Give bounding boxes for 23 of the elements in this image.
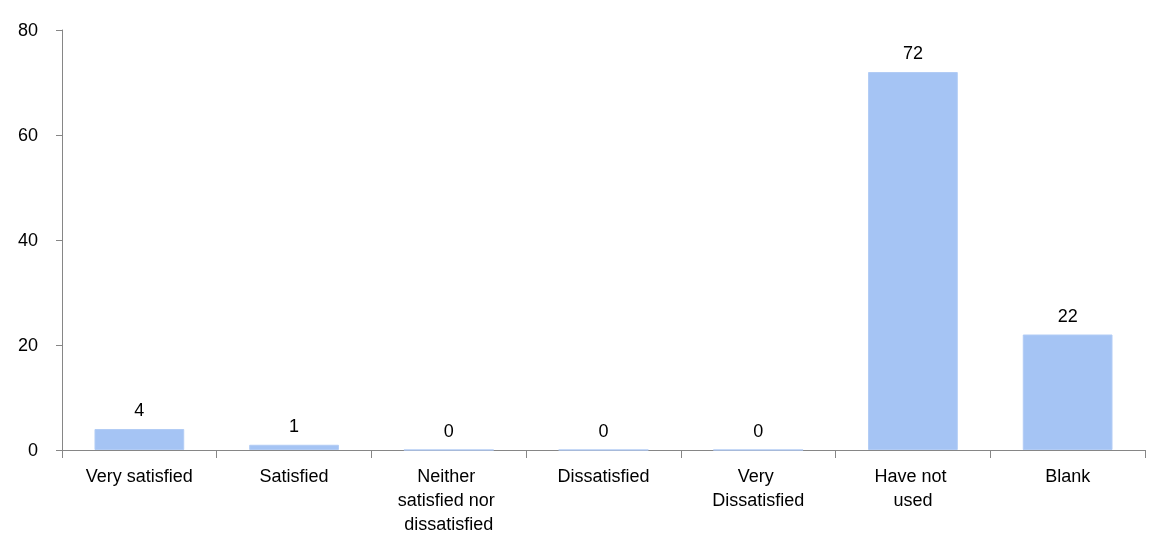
- y-tick-label: 60: [17, 125, 38, 145]
- bar: [94, 429, 185, 450]
- x-tick-label: Very Dissatisfied: [712, 466, 805, 510]
- bar: [249, 444, 339, 450]
- bar: [868, 72, 958, 450]
- data-label: 0: [753, 420, 764, 441]
- x-tick-label: Have not used: [874, 466, 952, 510]
- x-tick-label: Dissatisfied: [557, 466, 650, 486]
- data-label: 0: [598, 420, 609, 441]
- y-tick-label: 40: [17, 230, 38, 250]
- y-tick-label: 20: [17, 335, 38, 355]
- data-label: 1: [289, 415, 300, 436]
- x-tick-label: Very satisfied: [85, 466, 193, 486]
- data-label: 4: [134, 400, 145, 420]
- bar: [1022, 334, 1113, 450]
- y-tick-label: 0: [27, 440, 38, 460]
- x-tick-label: Satisfied: [259, 466, 329, 486]
- data-label: 0: [443, 420, 454, 441]
- x-tick-label: Blank: [1045, 466, 1092, 486]
- data-label: 22: [1057, 305, 1078, 326]
- data-label: 72: [902, 43, 923, 63]
- x-tick-label: Neither satisfied nor dissatisfied: [397, 466, 500, 534]
- y-tick-label: 80: [17, 20, 38, 40]
